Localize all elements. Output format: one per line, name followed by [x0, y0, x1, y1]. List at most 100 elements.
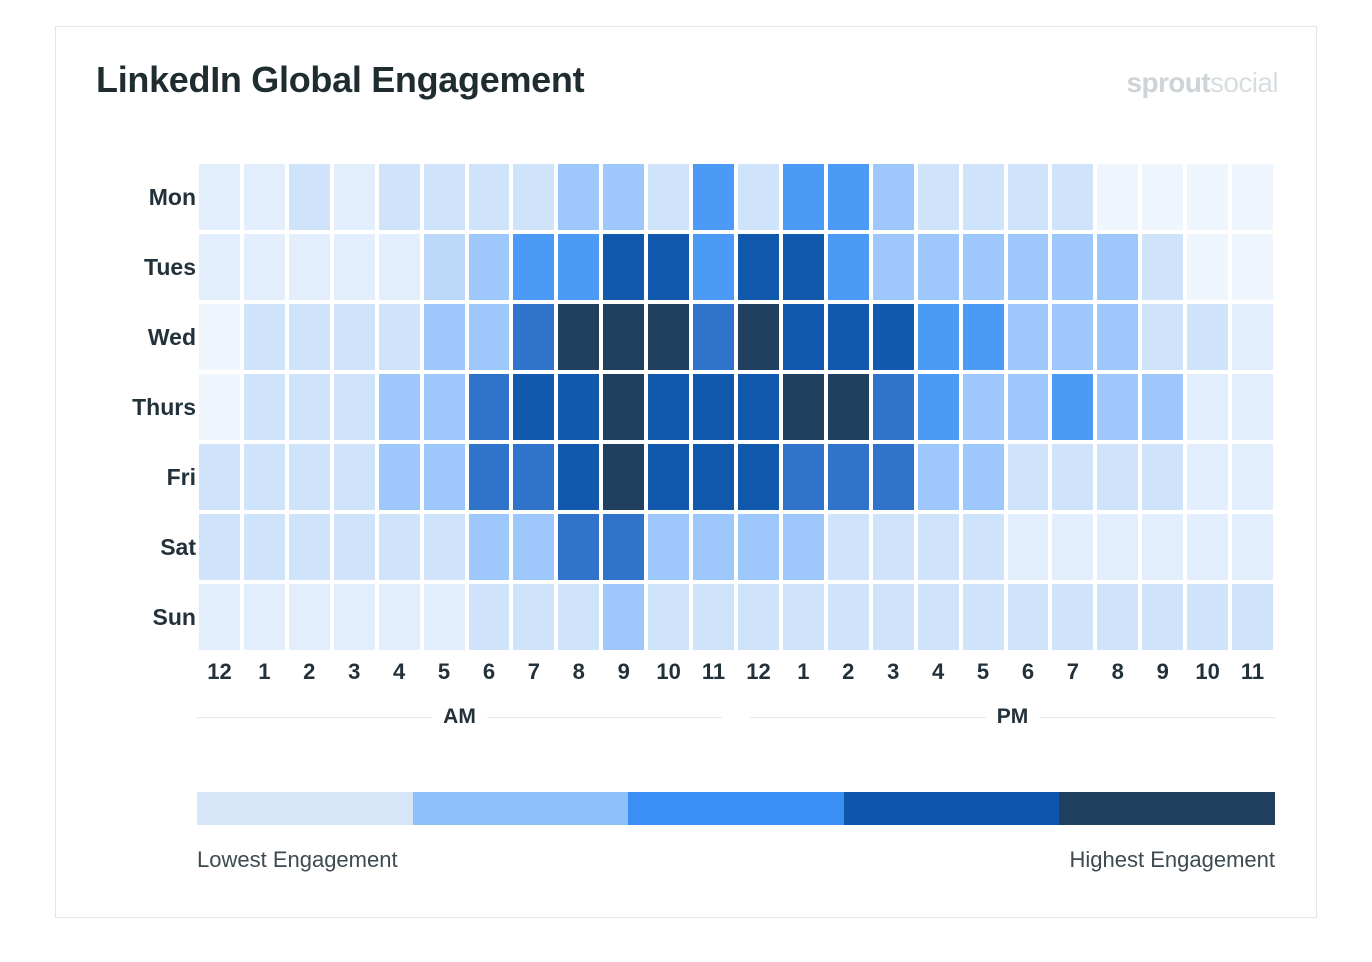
heatmap-cell	[1095, 512, 1141, 582]
heatmap-cell	[915, 302, 961, 372]
hour-label: 2	[303, 659, 316, 684]
heatmap-cell	[197, 512, 242, 582]
heatmap-cell	[780, 302, 826, 372]
heatmap-cell	[646, 372, 692, 442]
heatmap-cell	[646, 162, 692, 232]
day-label: Wed	[147, 324, 196, 350]
heatmap-cell	[331, 162, 377, 232]
hour-label: 6	[1021, 659, 1035, 684]
hour-label: 5	[976, 659, 990, 684]
heatmap-cell	[1050, 162, 1096, 232]
heatmap-cell	[1005, 512, 1051, 582]
heatmap-cell	[197, 372, 242, 442]
heatmap-cell	[331, 372, 377, 442]
card-header: LinkedIn Global Engagement sproutsocial	[56, 27, 1316, 137]
heatmap-cell	[466, 302, 512, 372]
heatmap-cell	[376, 512, 422, 582]
legend-highest-label: Highest Engagement	[1069, 847, 1275, 872]
heatmap-cell	[915, 442, 961, 512]
chart-card: LinkedIn Global Engagement sproutsocial …	[55, 26, 1317, 918]
heatmap-cell	[870, 372, 916, 442]
heatmap-cell	[646, 512, 692, 582]
heatmap-cell	[691, 582, 736, 652]
heatmap-cell	[331, 512, 377, 582]
heatmap-cell	[780, 582, 826, 652]
heatmap-cell	[421, 372, 467, 442]
heatmap-cell	[1185, 232, 1231, 302]
day-label: Fri	[166, 464, 196, 490]
am-divider: AM	[197, 705, 736, 729]
heatmap-cell	[736, 162, 781, 232]
heatmap-cell	[601, 302, 647, 372]
heatmap-cell	[376, 372, 422, 442]
heatmap-cell	[1185, 302, 1231, 372]
heatmap-cell	[556, 302, 602, 372]
hour-label: 3	[348, 659, 361, 684]
heatmap-cell	[466, 582, 512, 652]
heatmap-cell	[331, 582, 377, 652]
heatmap-cell	[511, 512, 557, 582]
day-axis: Mon Tues Wed Thurs Fri Sat Sun	[76, 162, 196, 652]
heatmap-cell	[1005, 162, 1051, 232]
heatmap-cell	[1050, 442, 1096, 512]
heatmap-cell	[556, 372, 602, 442]
heatmap-cell	[691, 162, 736, 232]
heatmap-cell	[825, 582, 871, 652]
day-label: Mon	[148, 184, 196, 210]
legend-swatch	[628, 792, 844, 825]
heatmap-cell	[1230, 372, 1275, 442]
heatmap-cell	[736, 302, 781, 372]
heatmap-cell	[556, 512, 602, 582]
heatmap-cell	[197, 302, 242, 372]
heatmap-cell	[1095, 372, 1141, 442]
page-title: LinkedIn Global Engagement	[96, 59, 585, 100]
hour-label: 7	[1066, 659, 1079, 684]
heatmap-cell	[421, 442, 467, 512]
heatmap-cell	[1230, 232, 1275, 302]
heatmap-cell	[1140, 442, 1186, 512]
heatmap-cell	[466, 162, 512, 232]
legend-swatch	[197, 792, 413, 825]
heatmap-cell	[241, 232, 287, 302]
heatmap-cell	[421, 162, 467, 232]
hour-label: 11	[1240, 659, 1265, 684]
heatmap-cell	[825, 372, 871, 442]
heatmap-cell	[736, 512, 781, 582]
hour-label: 9	[1156, 659, 1169, 684]
heatmap-cell	[601, 582, 647, 652]
legend-gradient-bar	[197, 792, 1275, 825]
heatmap-cell	[646, 442, 692, 512]
ampm-divider-row: AM PM	[197, 705, 1275, 729]
hour-label: 10	[656, 659, 681, 684]
am-divider-line-right	[486, 716, 723, 718]
hour-label: 11	[701, 659, 726, 684]
hour-label: 4	[931, 659, 945, 684]
pm-divider: PM	[736, 705, 1275, 729]
heatmap-cell	[691, 372, 736, 442]
heatmap-cell	[1230, 512, 1275, 582]
heatmap-cell	[286, 512, 332, 582]
heatmap-cell	[1005, 372, 1051, 442]
hour-label: 1	[797, 659, 810, 684]
heatmap-cell	[466, 232, 512, 302]
heatmap-cell	[870, 302, 916, 372]
heatmap-cell	[1050, 372, 1096, 442]
heatmap-cell	[1230, 582, 1275, 652]
pm-divider-line-right	[1039, 716, 1275, 718]
heatmap-cell	[915, 372, 961, 442]
heatmap-cell	[1050, 302, 1096, 372]
heatmap-cell	[736, 372, 781, 442]
heatmap-cell	[825, 232, 871, 302]
hour-label: 12	[207, 659, 232, 684]
hour-label: 3	[887, 659, 900, 684]
heatmap-cell	[601, 372, 647, 442]
pm-label: PM	[996, 705, 1029, 728]
heatmap-cell	[197, 232, 242, 302]
heatmap-cell	[1230, 442, 1275, 512]
heatmap-cell	[1005, 442, 1051, 512]
hour-label: 4	[392, 659, 406, 684]
heatmap-cell	[1005, 302, 1051, 372]
heatmap-cell	[1140, 302, 1186, 372]
heatmap-cell	[286, 302, 332, 372]
heatmap-cell	[511, 232, 557, 302]
